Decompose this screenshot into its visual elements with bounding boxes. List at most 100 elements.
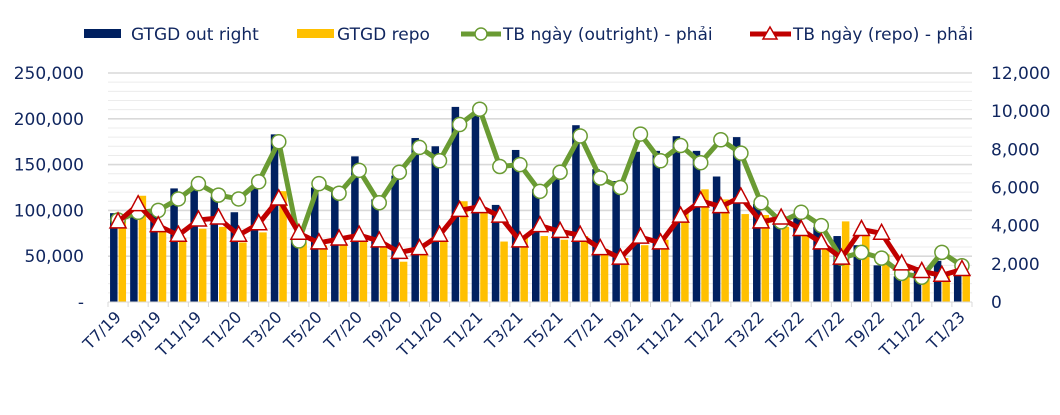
bar-outright (451, 106, 460, 302)
outright-daily-point (934, 244, 950, 261)
left-tick-label: - (78, 293, 84, 313)
bar-outright (331, 192, 339, 302)
outright-daily-point (713, 132, 729, 148)
bar-repo (440, 239, 448, 302)
bar-repo (761, 214, 770, 302)
left-tick-label: 150,000 (14, 156, 84, 176)
bar-repo (942, 274, 950, 302)
bar-repo (620, 258, 629, 302)
bar-repo (560, 239, 569, 302)
repo-daily-point (370, 230, 389, 248)
bar-outright (351, 156, 359, 302)
bar-repo (480, 213, 488, 302)
bar-outright (411, 138, 419, 302)
bar-repo (882, 254, 890, 302)
bar-repo (701, 189, 709, 302)
repo-daily-point (169, 224, 188, 242)
repo-daily-point (450, 199, 469, 218)
bar-outright (753, 203, 761, 302)
outright-daily-point (411, 139, 428, 156)
repo-daily-point (651, 232, 670, 250)
outright-daily-point (190, 175, 207, 192)
bar-outright (210, 196, 219, 302)
right-tick-label: 0 (991, 293, 1002, 313)
repo-daily-point (892, 253, 911, 271)
bar-repo (962, 274, 970, 302)
bar-outright (431, 146, 440, 302)
outright-daily-point (572, 128, 588, 144)
bar-repo (460, 201, 468, 302)
legend: GTGD out right GTGD repo TB ngày (outrig… (84, 25, 973, 45)
repo-daily-point (832, 247, 851, 265)
repo-daily-point (631, 226, 650, 244)
lines (108, 101, 972, 285)
bar-outright (371, 199, 379, 302)
x-tick-label: T5/20 (279, 307, 325, 353)
outright-daily-point (230, 191, 247, 207)
right-tick-label: 12,000 (991, 64, 1050, 84)
repo-daily-point (490, 205, 510, 223)
outright-daily-point (552, 164, 568, 180)
repo-daily-point (189, 209, 208, 227)
repo-daily-point (771, 207, 791, 225)
bar-repo (600, 248, 609, 302)
bar-repo (219, 226, 227, 302)
outright-daily-point (853, 244, 870, 261)
x-tick-label: T1/22 (681, 307, 727, 353)
left-y-axis: - 50,000 100,000 150,000 200,000 250,000 (14, 64, 84, 313)
bar-repo (158, 230, 167, 302)
repo-daily-point (671, 205, 690, 223)
repo-daily-point (751, 211, 771, 229)
bar-outright (612, 181, 620, 302)
bar-outright (873, 265, 882, 302)
navy-bar-swatch-icon (84, 29, 121, 38)
bar-outright (853, 245, 861, 302)
outright-daily-point (733, 145, 749, 161)
bar-outright (150, 210, 158, 302)
outright-daily-point (592, 170, 609, 186)
outright-daily-point (371, 195, 388, 211)
left-tick-label: 200,000 (14, 110, 84, 130)
outright-daily-point (793, 204, 809, 221)
bar-outright (511, 149, 520, 302)
repo-daily-point (932, 264, 952, 283)
bar-outright (491, 204, 500, 302)
x-tick-label: T3/20 (239, 307, 285, 353)
repo-daily-point (591, 237, 610, 256)
outright-daily-point (753, 195, 769, 211)
bar-repo (922, 276, 930, 302)
bar-repo (299, 242, 307, 302)
green-line-circle-icon (461, 27, 501, 41)
repo-daily-point (872, 222, 891, 241)
left-tick-label: 100,000 (14, 201, 84, 221)
right-tick-label: 2,000 (991, 255, 1040, 275)
bar-repo (661, 239, 669, 302)
right-tick-label: 10,000 (991, 102, 1050, 122)
bar-outright (732, 137, 741, 302)
bar-repo (138, 195, 147, 302)
repo-daily-point (852, 218, 871, 237)
bar-outright (250, 187, 259, 302)
repo-daily-point (731, 186, 751, 204)
x-axis: T7/19T9/19T11/19T1/20T3/20T5/20T7/20T9/2… (78, 301, 973, 361)
x-tick-label: T3/22 (721, 307, 767, 353)
bar-outright (773, 221, 781, 302)
bar-repo (821, 247, 830, 302)
bar-outright (592, 169, 600, 302)
outright-daily-point (351, 162, 367, 179)
right-tick-label: 4,000 (991, 217, 1040, 237)
right-tick-label: 6,000 (991, 179, 1040, 199)
bar-outright (290, 237, 299, 302)
bar-repo (399, 261, 408, 302)
repo-daily-point (349, 224, 369, 242)
bar-repo (861, 228, 870, 302)
bar-outright (913, 267, 922, 302)
legend-item-outright-daily: TB ngày (outright) - phải (461, 25, 713, 45)
red-line-triangle-icon (750, 25, 791, 40)
repo-daily-point (611, 247, 630, 265)
outright-daily-point (451, 116, 468, 133)
bar-outright (793, 217, 801, 302)
repo-daily-point (570, 224, 590, 242)
bar-outright (532, 189, 540, 302)
